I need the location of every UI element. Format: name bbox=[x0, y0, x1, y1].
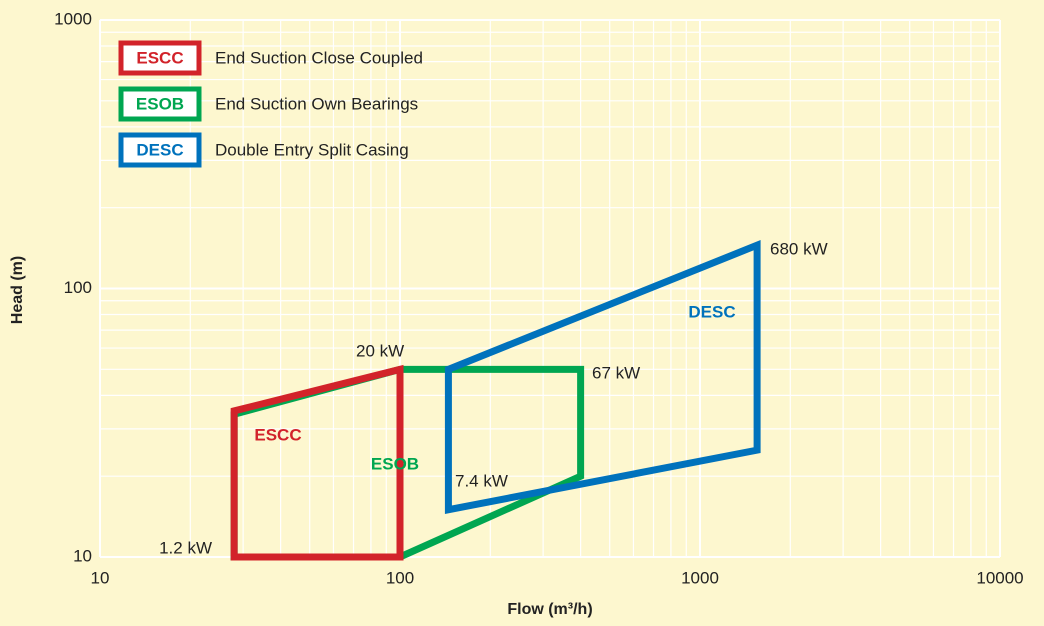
legend-swatch bbox=[118, 40, 202, 76]
annotation: 7.4 kW bbox=[455, 471, 508, 490]
legend-label: End Suction Own Bearings bbox=[215, 94, 418, 113]
x-tick-label: 1000 bbox=[681, 568, 719, 587]
polygon bbox=[230, 364, 404, 561]
x-tick-label: 10000 bbox=[976, 568, 1023, 587]
x-axis-label: Flow (m³/h) bbox=[507, 601, 592, 618]
annotation: 680 kW bbox=[770, 239, 828, 258]
region-label: DESC bbox=[688, 302, 735, 321]
x-tick-label: 100 bbox=[386, 568, 414, 587]
y-tick-label: 1000 bbox=[54, 9, 92, 28]
legend-swatch bbox=[118, 86, 202, 122]
y-tick-label: 10 bbox=[73, 546, 92, 565]
y-axis-label: Head (m) bbox=[9, 256, 26, 324]
annotation: 20 kW bbox=[356, 341, 404, 360]
region-label: ESCC bbox=[254, 425, 301, 444]
legend-swatch bbox=[118, 132, 202, 168]
x-tick-label: 10 bbox=[91, 568, 110, 587]
legend-code: DESC bbox=[136, 140, 183, 159]
y-tick-label: 100 bbox=[64, 278, 92, 297]
region-label: ESOB bbox=[371, 454, 419, 473]
annotation: 67 kW bbox=[592, 363, 640, 382]
legend-code: ESOB bbox=[136, 94, 184, 113]
marks bbox=[230, 239, 761, 561]
legend-code: ESCC bbox=[136, 48, 183, 67]
annotation: 1.2 kW bbox=[159, 538, 212, 557]
legend-label: End Suction Close Coupled bbox=[215, 48, 423, 67]
legend-label: Double Entry Split Casing bbox=[215, 140, 409, 159]
polygon bbox=[444, 239, 761, 514]
